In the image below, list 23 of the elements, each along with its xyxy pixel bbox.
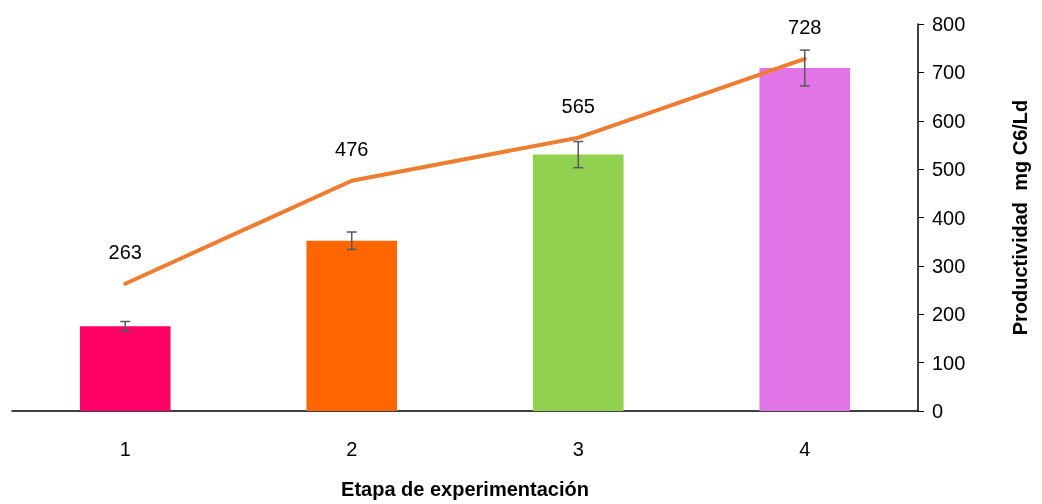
data-label: 263 <box>108 240 142 263</box>
y-tick-label: 800 <box>932 13 966 35</box>
bar <box>306 240 398 411</box>
y-axis-title: Productividad mg C6/Ld <box>1009 99 1031 336</box>
x-tick-label: 3 <box>572 438 584 460</box>
y-tick-label: 300 <box>932 254 966 277</box>
x-tick-label: 2 <box>346 438 358 460</box>
data-label: 476 <box>335 137 369 160</box>
x-tick-label: 4 <box>799 438 811 460</box>
bar <box>759 68 851 411</box>
bar <box>532 154 624 411</box>
y-tick-label: 700 <box>932 61 966 84</box>
y-tick-label: 0 <box>932 400 944 422</box>
y-tick-label: 400 <box>932 206 966 229</box>
y-tick-label: 200 <box>932 303 966 326</box>
y-tick-label: 500 <box>932 158 966 181</box>
data-label: 565 <box>561 94 595 117</box>
x-axis-title: Etapa de experimentación <box>341 478 589 500</box>
y-tick-label: 600 <box>932 109 966 132</box>
bar <box>79 326 171 411</box>
data-label: 728 <box>788 15 822 38</box>
y-tick-label: 100 <box>932 351 966 374</box>
x-tick-label: 1 <box>119 438 131 460</box>
